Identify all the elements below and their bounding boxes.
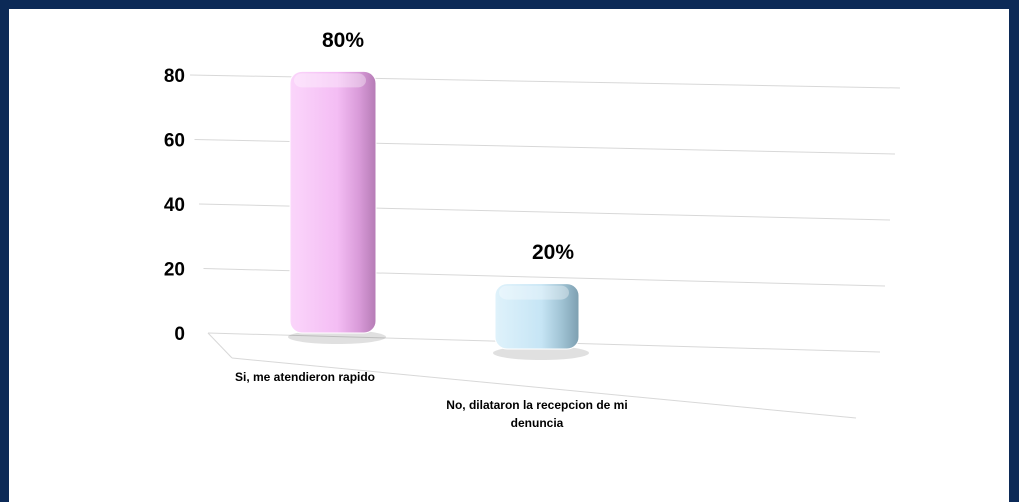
x-tick-label: Si, me atendieron rapido xyxy=(234,370,376,384)
y-tick-label: 20 xyxy=(164,260,185,281)
y-tick-label: 0 xyxy=(174,324,185,345)
floor-edge xyxy=(207,332,233,359)
y-tick-label: 40 xyxy=(164,195,185,216)
bar-top xyxy=(294,73,366,88)
data-label: 20% xyxy=(532,241,574,264)
y-tick-label: 60 xyxy=(164,131,185,152)
bar-top xyxy=(499,285,569,300)
data-label: 80% xyxy=(322,29,364,52)
floor-edge xyxy=(231,357,857,419)
floor xyxy=(207,332,857,419)
bar xyxy=(494,283,580,350)
bar xyxy=(289,70,377,334)
y-tick-label: 80 xyxy=(164,66,185,87)
x-tick-label: No, dilataron la recepcion de mi denunci… xyxy=(446,398,628,430)
